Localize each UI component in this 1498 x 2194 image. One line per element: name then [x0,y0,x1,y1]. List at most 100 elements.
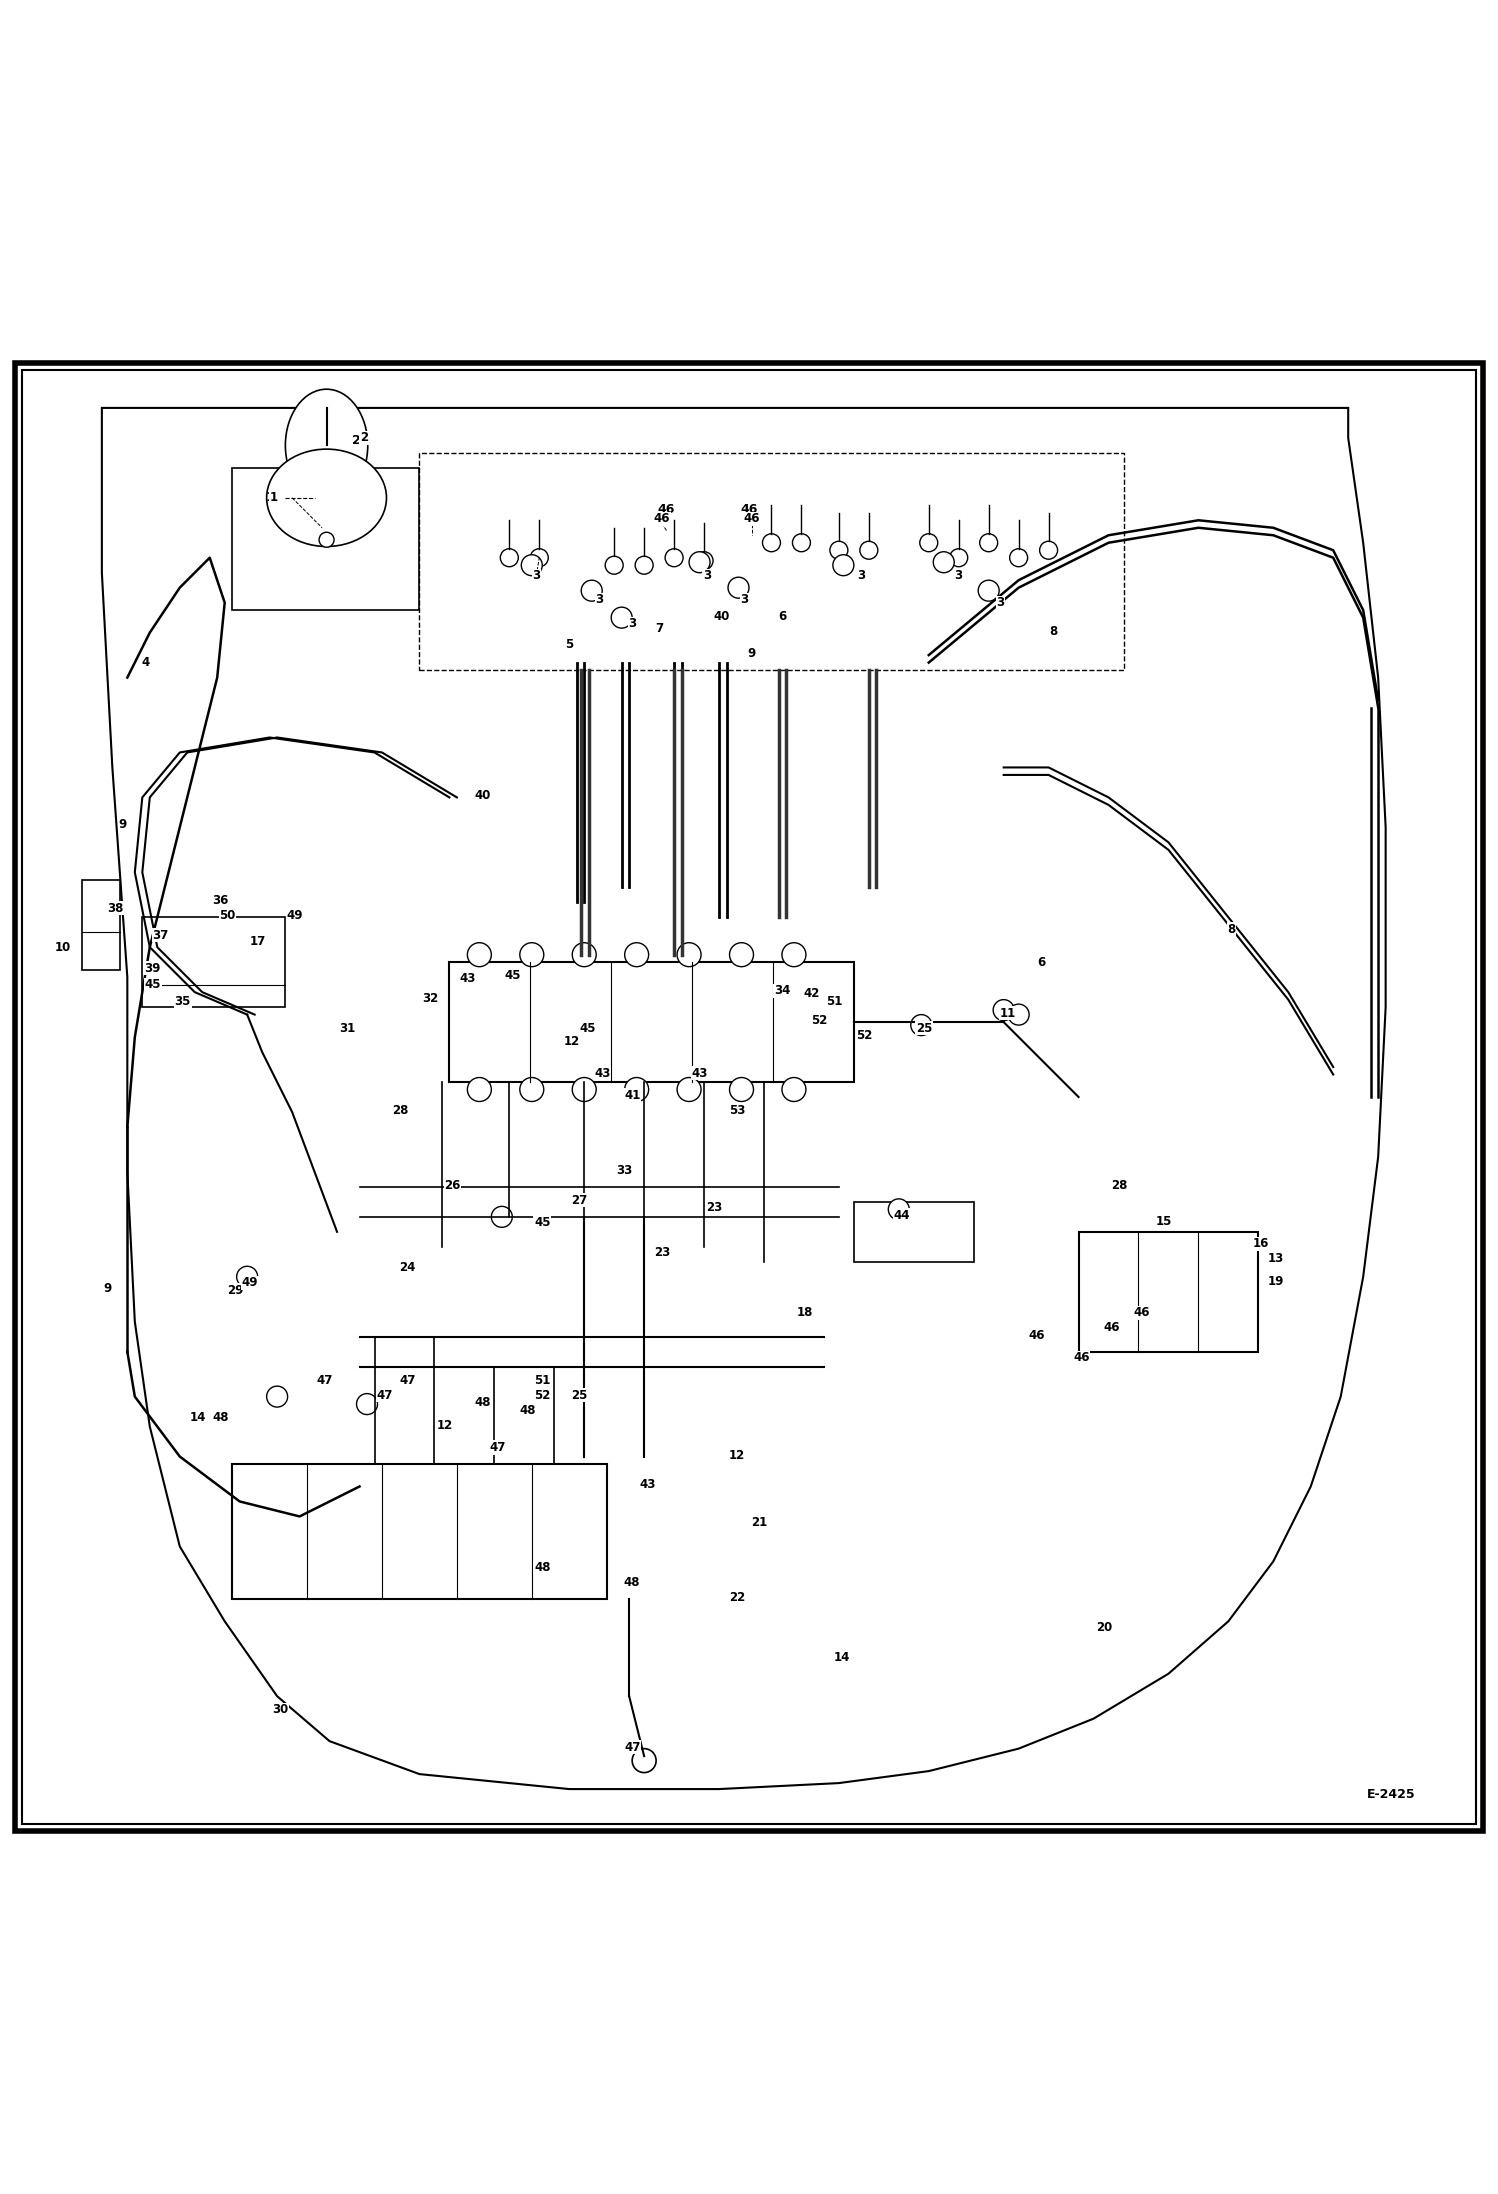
Circle shape [491,1207,512,1226]
Circle shape [833,555,854,575]
Ellipse shape [267,450,386,546]
Text: 45: 45 [503,970,521,983]
Circle shape [730,943,753,968]
Text: 3: 3 [954,568,963,581]
Text: 12: 12 [565,1036,580,1049]
Circle shape [467,1077,491,1101]
Text: 11: 11 [1001,1007,1016,1020]
Text: 46: 46 [1103,1321,1121,1334]
Circle shape [728,577,749,599]
Circle shape [267,1387,288,1406]
Text: 14: 14 [834,1650,849,1663]
Text: 50: 50 [220,908,235,921]
Circle shape [911,1014,932,1036]
Text: 46: 46 [1073,1352,1091,1365]
Text: E-2425: E-2425 [1368,1788,1416,1801]
Circle shape [530,548,548,566]
Text: 6: 6 [1037,957,1046,970]
Circle shape [319,533,334,546]
Text: 34: 34 [774,985,789,996]
Text: 45: 45 [533,1215,551,1229]
Circle shape [520,1077,544,1101]
Circle shape [357,1393,377,1415]
Circle shape [695,551,713,570]
Text: 46: 46 [743,511,761,524]
Text: 31: 31 [340,1022,355,1036]
Bar [82,880,120,970]
Text: 46: 46 [1132,1305,1150,1319]
Text: 47: 47 [318,1373,333,1387]
Circle shape [665,548,683,566]
Text: 51: 51 [535,1373,550,1387]
Circle shape [635,557,653,575]
Text: 45: 45 [144,979,162,992]
Text: 26: 26 [445,1178,460,1191]
Text: 25: 25 [917,1022,932,1036]
Circle shape [933,551,954,573]
Circle shape [237,1266,258,1288]
Text: 1: 1 [265,491,274,505]
Text: 18: 18 [797,1305,812,1319]
Text: 17: 17 [250,935,265,948]
Circle shape [611,608,632,627]
Bar [232,467,419,610]
Text: 9: 9 [118,818,127,832]
Text: 44: 44 [893,1209,911,1222]
Text: 40: 40 [475,790,490,803]
Text: 3: 3 [740,592,749,606]
Text: 7: 7 [655,621,664,634]
Text: 46: 46 [658,502,676,516]
Circle shape [978,579,999,601]
Text: 42: 42 [804,987,819,1000]
Text: 48: 48 [211,1411,229,1424]
Text: 49: 49 [286,908,304,921]
Text: 8: 8 [1227,924,1236,935]
Circle shape [888,1198,909,1220]
Text: 41: 41 [625,1088,640,1101]
Text: 52: 52 [535,1389,550,1402]
Bar [419,452,1124,669]
Bar [142,917,285,1007]
Text: 3: 3 [595,592,604,606]
Text: 28: 28 [1112,1178,1126,1191]
Text: 51: 51 [827,994,842,1007]
Text: 52: 52 [857,1029,872,1042]
Text: 22: 22 [730,1591,745,1604]
Text: 43: 43 [692,1066,707,1079]
Text: 33: 33 [617,1163,632,1176]
Circle shape [1040,542,1058,559]
Text: 32: 32 [422,992,437,1005]
Circle shape [689,551,710,573]
Circle shape [950,548,968,566]
Circle shape [500,548,518,566]
Circle shape [762,533,780,551]
Text: 5: 5 [565,638,574,652]
Text: 48: 48 [623,1575,641,1588]
Text: 8: 8 [1049,625,1058,638]
Text: 48: 48 [518,1404,536,1417]
Text: 24: 24 [400,1262,415,1275]
Text: 43: 43 [595,1066,610,1079]
Text: 23: 23 [655,1246,670,1259]
Circle shape [920,533,938,551]
Circle shape [782,1077,806,1101]
Text: 47: 47 [400,1373,415,1387]
Circle shape [730,1077,753,1101]
Circle shape [521,555,542,575]
Text: 28: 28 [392,1104,407,1117]
Ellipse shape [285,388,369,502]
Circle shape [830,542,848,559]
Circle shape [520,943,544,968]
Text: 38: 38 [108,902,123,915]
Bar [854,1202,974,1262]
Text: 47: 47 [490,1441,505,1455]
Text: 53: 53 [730,1104,745,1117]
Text: 52: 52 [812,1014,827,1027]
Text: 3: 3 [703,568,712,581]
Text: 23: 23 [707,1202,722,1213]
Circle shape [572,1077,596,1101]
Text: 9: 9 [748,647,756,660]
Text: 2: 2 [360,432,369,445]
Text: 46: 46 [740,502,758,516]
Text: 27: 27 [572,1194,587,1207]
